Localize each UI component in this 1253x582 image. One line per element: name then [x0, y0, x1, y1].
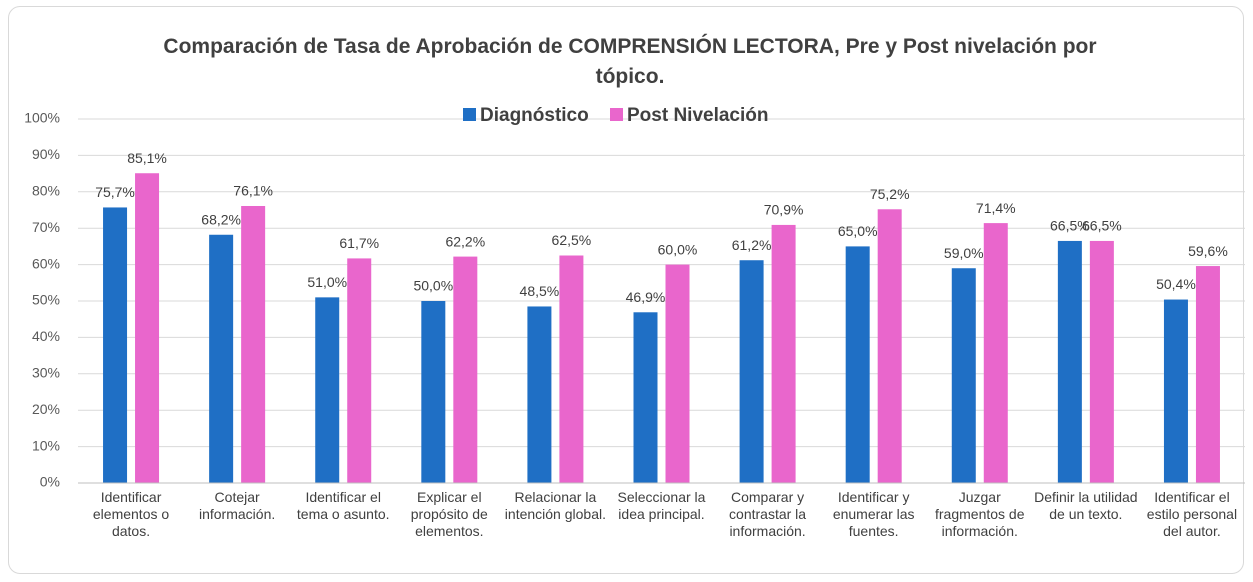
y-tick-label: 90% [32, 146, 60, 162]
data-label: 50,0% [413, 278, 453, 294]
y-tick-label: 100% [24, 110, 60, 126]
y-tick-label: 60% [32, 255, 60, 271]
legend-label: Post Nivelación [627, 105, 769, 126]
bar [1089, 240, 1114, 483]
bar [1057, 240, 1082, 483]
bar [665, 264, 690, 483]
bar [739, 260, 764, 483]
y-tick-label: 80% [32, 183, 60, 199]
bar [103, 207, 128, 483]
data-label: 66,5% [1082, 218, 1122, 234]
data-label: 61,2% [732, 237, 772, 253]
data-label: 51,0% [307, 274, 347, 290]
y-tick-label: 70% [32, 219, 60, 235]
bar [983, 223, 1008, 483]
bar [347, 258, 372, 483]
x-tick-label: Identificar el tema o asunto. [296, 489, 390, 522]
bar [453, 256, 478, 483]
x-tick-label: Explicar el propósito de elementos. [410, 489, 488, 539]
bar [559, 255, 584, 483]
data-label: 70,9% [764, 202, 804, 218]
bar [951, 268, 976, 483]
y-tick-label: 0% [40, 474, 60, 490]
x-tick-label: Cotejar información. [198, 489, 276, 522]
chart-frame [8, 6, 1244, 574]
x-tick-label: Identificar y enumerar las fuentes. [832, 489, 915, 539]
x-tick-label: Identificar elementos o datos. [92, 489, 170, 539]
x-tick-label: Identificar el estilo personal del autor… [1146, 489, 1238, 539]
bar [771, 224, 796, 483]
x-tick-label: Relacionar la intención global. [504, 489, 606, 522]
bar [845, 246, 870, 483]
x-tick-label: Seleccionar la idea principal. [617, 489, 706, 522]
x-tick-label: Juzgar fragmentos de información. [935, 489, 1025, 539]
data-label: 68,2% [201, 211, 241, 227]
data-label: 61,7% [339, 235, 379, 251]
chart-title: Comparación de Tasa de Aprobación de COM… [163, 35, 1097, 88]
bar [527, 306, 552, 483]
bar [135, 173, 160, 483]
x-tick-label: Definir la utilidad de un texto. [1034, 489, 1138, 522]
bar [1195, 266, 1220, 483]
data-label: 60,0% [658, 241, 698, 257]
bar [633, 312, 658, 483]
legend-swatch [463, 108, 476, 121]
bar [315, 297, 340, 483]
y-tick-label: 40% [32, 328, 60, 344]
data-label: 65,0% [838, 223, 878, 239]
bar [1163, 299, 1188, 483]
data-label: 75,2% [870, 186, 910, 202]
data-label: 75,7% [95, 184, 135, 200]
legend-swatch [610, 108, 623, 121]
data-label: 59,0% [944, 245, 984, 261]
y-tick-label: 20% [32, 401, 60, 417]
data-label: 46,9% [626, 289, 666, 305]
bar [209, 234, 234, 483]
bar [877, 209, 902, 483]
data-label: 76,1% [233, 183, 273, 199]
data-label: 50,4% [1156, 276, 1196, 292]
x-tick-label: Comparar y contrastar la información. [729, 489, 807, 539]
data-label: 71,4% [976, 200, 1016, 216]
data-label: 59,6% [1188, 243, 1228, 259]
y-tick-label: 10% [32, 437, 60, 453]
bar [241, 205, 266, 483]
y-tick-label: 30% [32, 365, 60, 381]
data-label: 62,2% [445, 233, 485, 249]
data-label: 85,1% [127, 150, 167, 166]
legend-label: Diagnóstico [480, 105, 589, 126]
data-label: 62,5% [552, 232, 592, 248]
bar [421, 301, 446, 483]
data-label: 66,5% [1050, 218, 1090, 234]
y-tick-label: 50% [32, 292, 60, 308]
data-label: 48,5% [520, 283, 560, 299]
